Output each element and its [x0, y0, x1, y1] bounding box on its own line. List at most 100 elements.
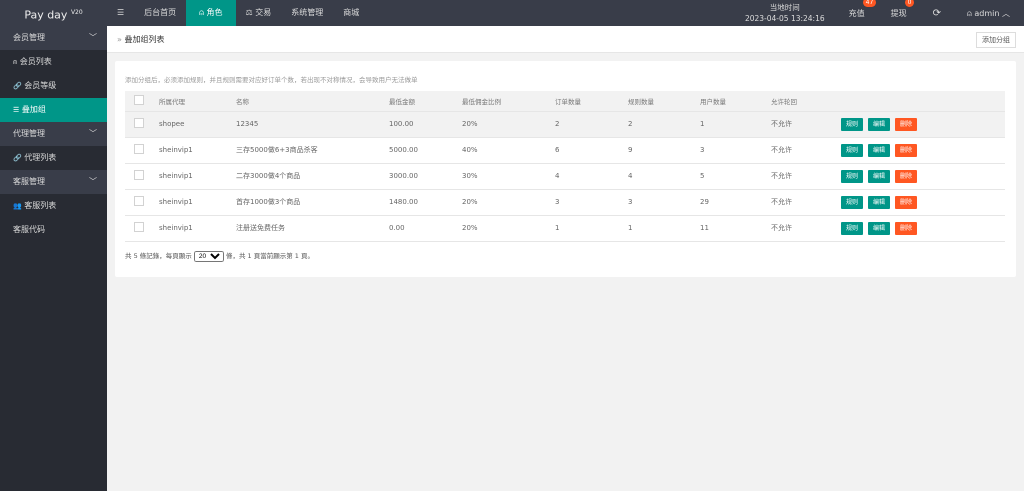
table-cell: 不允许 — [771, 189, 841, 216]
double-chevron-icon: » — [117, 35, 122, 44]
edit-button[interactable]: 编辑 — [868, 169, 891, 183]
page-size-select[interactable]: 20 — [193, 251, 224, 262]
table-row: sheinvip1 注册送免费任务 0.00 20% 1 1 11 不允许 规则 编辑 删除 — [125, 215, 1005, 242]
table-cell: 不允许 — [771, 163, 841, 190]
delete-button[interactable]: 删除 — [895, 221, 918, 235]
table-cell: 2 — [628, 111, 700, 138]
sidebar-item[interactable]: 🔗 会员等级 — [13, 81, 57, 90]
table-cell: 20% — [462, 215, 555, 242]
table-cell: 4 — [628, 163, 700, 190]
refresh-icon[interactable]: ⟳ — [932, 7, 942, 19]
recharge-badge: 47 — [862, 0, 877, 7]
rule-button[interactable]: 规则 — [841, 117, 864, 131]
row-checkbox[interactable] — [134, 118, 144, 128]
chevron-down-icon: ﹀ — [89, 177, 97, 186]
nav-item[interactable]: 系统管理 — [291, 8, 324, 17]
rule-button[interactable]: 规则 — [841, 221, 864, 235]
top-bar: Pay day V20 ☰ 后台首页 ⍝ 角色 ⚖ 交易 系统管理 商城 当地时间 2023… — [0, 0, 1024, 26]
table-cell: sheinvip1 — [159, 163, 236, 190]
edit-button[interactable]: 编辑 — [868, 221, 891, 235]
chevron-down-icon: ﹀ — [89, 129, 97, 138]
add-group-button[interactable]: 添加分组 — [976, 32, 1016, 48]
table-cell: sheinvip1 — [159, 215, 236, 242]
sidebar-item[interactable]: ☰ 叠加组 — [0, 98, 107, 122]
sidebar-item[interactable]: 🔗 代理列表 — [13, 153, 57, 162]
column-header: 所属代理 — [159, 91, 236, 112]
nav-item[interactable]: 商城 — [343, 8, 360, 17]
scale-icon: ⚖ — [245, 8, 253, 17]
table-cell: 4 — [555, 163, 628, 190]
table-cell: 首存1000做3个商品 — [236, 189, 389, 216]
delete-button[interactable]: 删除 — [895, 143, 918, 157]
table-cell: 20% — [462, 189, 555, 216]
select-all-checkbox[interactable] — [134, 94, 144, 105]
hamburger-icon[interactable]: ☰ — [117, 8, 125, 17]
table-cell: 0.00 — [389, 215, 462, 242]
table-cell: 3 — [628, 189, 700, 216]
row-checkbox[interactable] — [134, 170, 144, 180]
table-cell: 40% — [462, 137, 555, 164]
table-cell: 1 — [700, 111, 771, 138]
sidebar-group[interactable]: 客服管理 ﹀ — [0, 170, 107, 194]
nav-item[interactable]: ⍝ 角色 — [186, 0, 236, 26]
user-icon: ⍝ — [967, 8, 972, 18]
table-cell: 3 — [700, 137, 771, 164]
pagination: 共 5 條記錄，每頁顯示 20 條，共 1 頁當前顯示第 1 頁。 — [125, 250, 314, 262]
local-time: 当地时间 2023-04-05 13:24:16 — [744, 3, 825, 23]
sidebar-item[interactable]: ⍝ 会员列表 — [13, 57, 52, 66]
rule-button[interactable]: 规则 — [841, 169, 864, 183]
rule-button[interactable]: 规则 — [841, 195, 864, 209]
table-cell: 不允许 — [771, 137, 841, 164]
edit-button[interactable]: 编辑 — [868, 195, 891, 209]
user-icon: ⍝ — [13, 58, 18, 66]
recharge-link[interactable]: 充值 47 — [849, 0, 877, 19]
sidebar-item[interactable]: 客服代码 — [13, 225, 45, 234]
chevron-up-icon: ︿ — [1002, 8, 1010, 18]
table-cell: 9 — [628, 137, 700, 164]
table-cell: 5 — [700, 163, 771, 190]
withdraw-badge: 0 — [904, 0, 915, 7]
table-cell: 2 — [555, 111, 628, 138]
table-cell: 1 — [628, 215, 700, 242]
top-nav: ☰ 后台首页 ⍝ 角色 ⚖ 交易 系统管理 商城 — [107, 0, 369, 26]
group-table: 所属代理 名称 最低金额 最低佣金比例 订单数量 规则数量 用户数量 允许轮回 shopee 1… — [125, 91, 1005, 242]
table-cell: 20% — [462, 111, 555, 138]
rule-button[interactable]: 规则 — [841, 143, 864, 157]
nav-item[interactable]: ⚖ 交易 — [245, 8, 272, 17]
sidebar-item[interactable]: 👥 客服列表 — [13, 201, 57, 210]
row-checkbox[interactable] — [134, 222, 144, 232]
edit-button[interactable]: 编辑 — [868, 117, 891, 131]
content-card: 添加分组后，必须添加规则，并且规则需要对应好订单个数，若出现不对称情况，会导致用… — [115, 61, 1016, 277]
user-menu[interactable]: ⍝ admin ︿ — [967, 8, 1010, 18]
breadcrumb: » 叠加组列表 添加分组 — [107, 26, 1024, 53]
table-cell: 3 — [555, 189, 628, 216]
sidebar: 会员管理 ﹀ ⍝ 会员列表 🔗 会员等级 ☰ 叠加组 代理管理 ﹀ 🔗 代理列表客服管理 ﹀ 👥 … — [0, 26, 107, 491]
delete-button[interactable]: 删除 — [895, 195, 918, 209]
table-cell: 不允许 — [771, 111, 841, 138]
column-header: 最低佣金比例 — [462, 91, 555, 112]
table-row: sheinvip1 三存5000做6+3商品杀客 5000.00 40% 6 9 3 不允许规… — [125, 137, 1005, 164]
table-cell: 11 — [700, 215, 771, 242]
row-checkbox[interactable] — [134, 144, 144, 154]
row-checkbox[interactable] — [134, 196, 144, 206]
table-cell: 5000.00 — [389, 137, 462, 164]
table-cell: 注册送免费任务 — [236, 215, 389, 242]
tip-text: 添加分组后，必须添加规则，并且规则需要对应好订单个数，若出现不对称情况，会导致用… — [125, 76, 418, 84]
link-icon: 🔗 — [13, 154, 22, 162]
column-header: 名称 — [236, 91, 389, 112]
sidebar-group[interactable]: 代理管理 ﹀ — [0, 122, 107, 146]
edit-button[interactable]: 编辑 — [868, 143, 891, 157]
link-icon: 🔗 — [13, 82, 22, 90]
table-row: shopee 12345 100.00 20% 2 2 1 不允许 规则 编辑 删除 — [125, 111, 1005, 138]
withdraw-link[interactable]: 提现 0 — [891, 0, 915, 19]
delete-button[interactable]: 删除 — [895, 117, 918, 131]
users-icon: 👥 — [13, 202, 22, 210]
table-cell: 1 — [555, 215, 628, 242]
column-header: 用户数量 — [700, 91, 771, 112]
table-cell: 6 — [555, 137, 628, 164]
delete-button[interactable]: 删除 — [895, 169, 918, 183]
sidebar-group[interactable]: 会员管理 ﹀ — [0, 26, 107, 50]
logo: Pay day V20 — [24, 8, 83, 22]
nav-item[interactable]: 后台首页 — [144, 8, 177, 17]
table-cell: shopee — [159, 111, 236, 138]
